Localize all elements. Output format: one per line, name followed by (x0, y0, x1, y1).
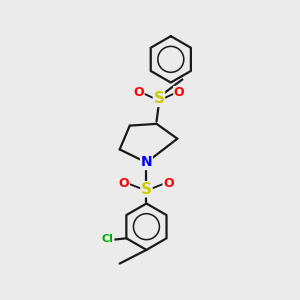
Text: N: N (141, 155, 152, 170)
Text: O: O (174, 86, 184, 99)
Text: Cl: Cl (102, 234, 114, 244)
Text: S: S (141, 182, 152, 197)
Text: O: O (134, 86, 144, 99)
Text: O: O (163, 177, 174, 190)
Text: S: S (153, 92, 164, 106)
Text: O: O (118, 177, 129, 190)
